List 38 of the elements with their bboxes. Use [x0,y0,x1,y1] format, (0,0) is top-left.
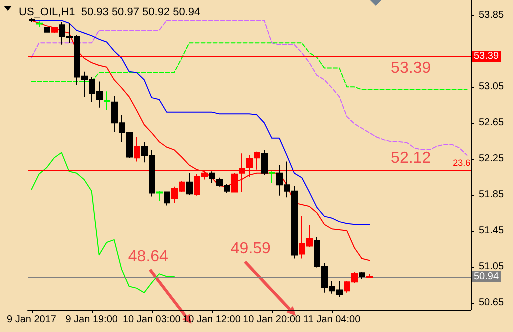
x-tick-label: 9 Jan 2017 [7,314,57,326]
candlestick [164,192,170,206]
x-tick-label: 10 Jan 03:00 [122,314,182,326]
candlestick [156,190,163,202]
x-tick-label: 10 Jan 20:00 [243,314,302,326]
annotation: 48.64 [128,248,169,266]
candlestick [186,172,193,196]
y-tick-label: 53.85 [479,10,504,21]
candlestick [261,150,268,176]
candlestick [36,21,43,28]
candlestick [104,91,110,112]
candlestick [29,17,35,23]
candlestick [51,26,58,34]
line-series [31,42,468,90]
ref-line-label: 50.94 [474,271,500,282]
y-tick-label: 53.05 [479,82,504,93]
y-tick-label: 51.85 [479,189,504,200]
candlestick [44,26,50,33]
candlestick [134,136,140,162]
line-series [31,152,175,294]
x-tick-label: 9 Jan 19:00 [66,314,118,326]
y-tick-label: 52.25 [479,154,504,165]
candlestick [366,274,373,280]
annotation: 53.39 [391,60,432,78]
candlestick [269,171,275,184]
candlestick [231,172,238,193]
y-tick-label: 51.45 [479,225,504,236]
y-tick-label: 50.65 [479,297,504,308]
y-tick-label: 51.05 [479,261,504,272]
annotation: 23.6 [453,158,471,168]
text: US_OIL,H1 50.93 50.97 50.92 50.94 [19,6,201,18]
ref-line-label: 53.39 [474,51,500,62]
annotation: 52.12 [391,150,432,168]
y-tick-label: 52.65 [479,118,504,129]
candlestick [359,272,365,280]
x-tick-label: 11 Jan 04:00 [304,314,362,326]
annotation: 49.59 [230,240,272,258]
x-tick-label: 10 Jan 12:00 [183,314,242,326]
